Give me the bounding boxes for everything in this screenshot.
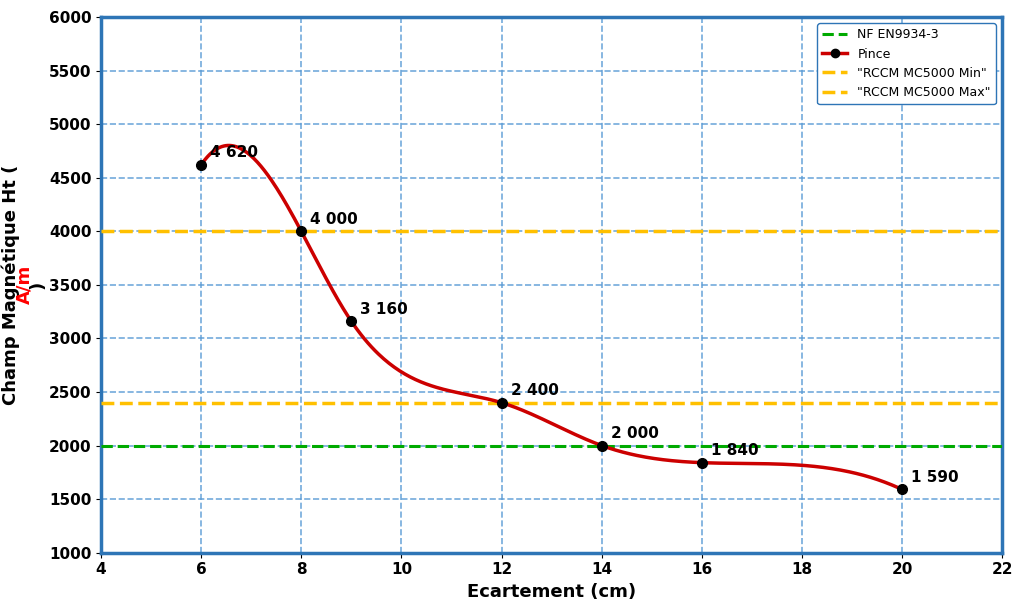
- Text: 1 840: 1 840: [711, 443, 759, 458]
- Text: A/m: A/m: [15, 265, 34, 305]
- Text: 2 000: 2 000: [610, 426, 658, 441]
- Text: 4 000: 4 000: [310, 212, 358, 227]
- Text: 1 590: 1 590: [911, 470, 958, 485]
- Text: 3 160: 3 160: [360, 302, 409, 317]
- Legend: NF EN9934-3, Pince, "RCCM MC5000 Min", "RCCM MC5000 Max": NF EN9934-3, Pince, "RCCM MC5000 Min", "…: [817, 23, 996, 104]
- X-axis label: Ecartement (cm): Ecartement (cm): [467, 583, 636, 601]
- Text: 2 400: 2 400: [511, 383, 558, 398]
- Text: Champ Magnétique Ht (: Champ Magnétique Ht (: [1, 165, 19, 405]
- Text: 4 620: 4 620: [210, 146, 258, 160]
- Text: ): ): [29, 281, 47, 289]
